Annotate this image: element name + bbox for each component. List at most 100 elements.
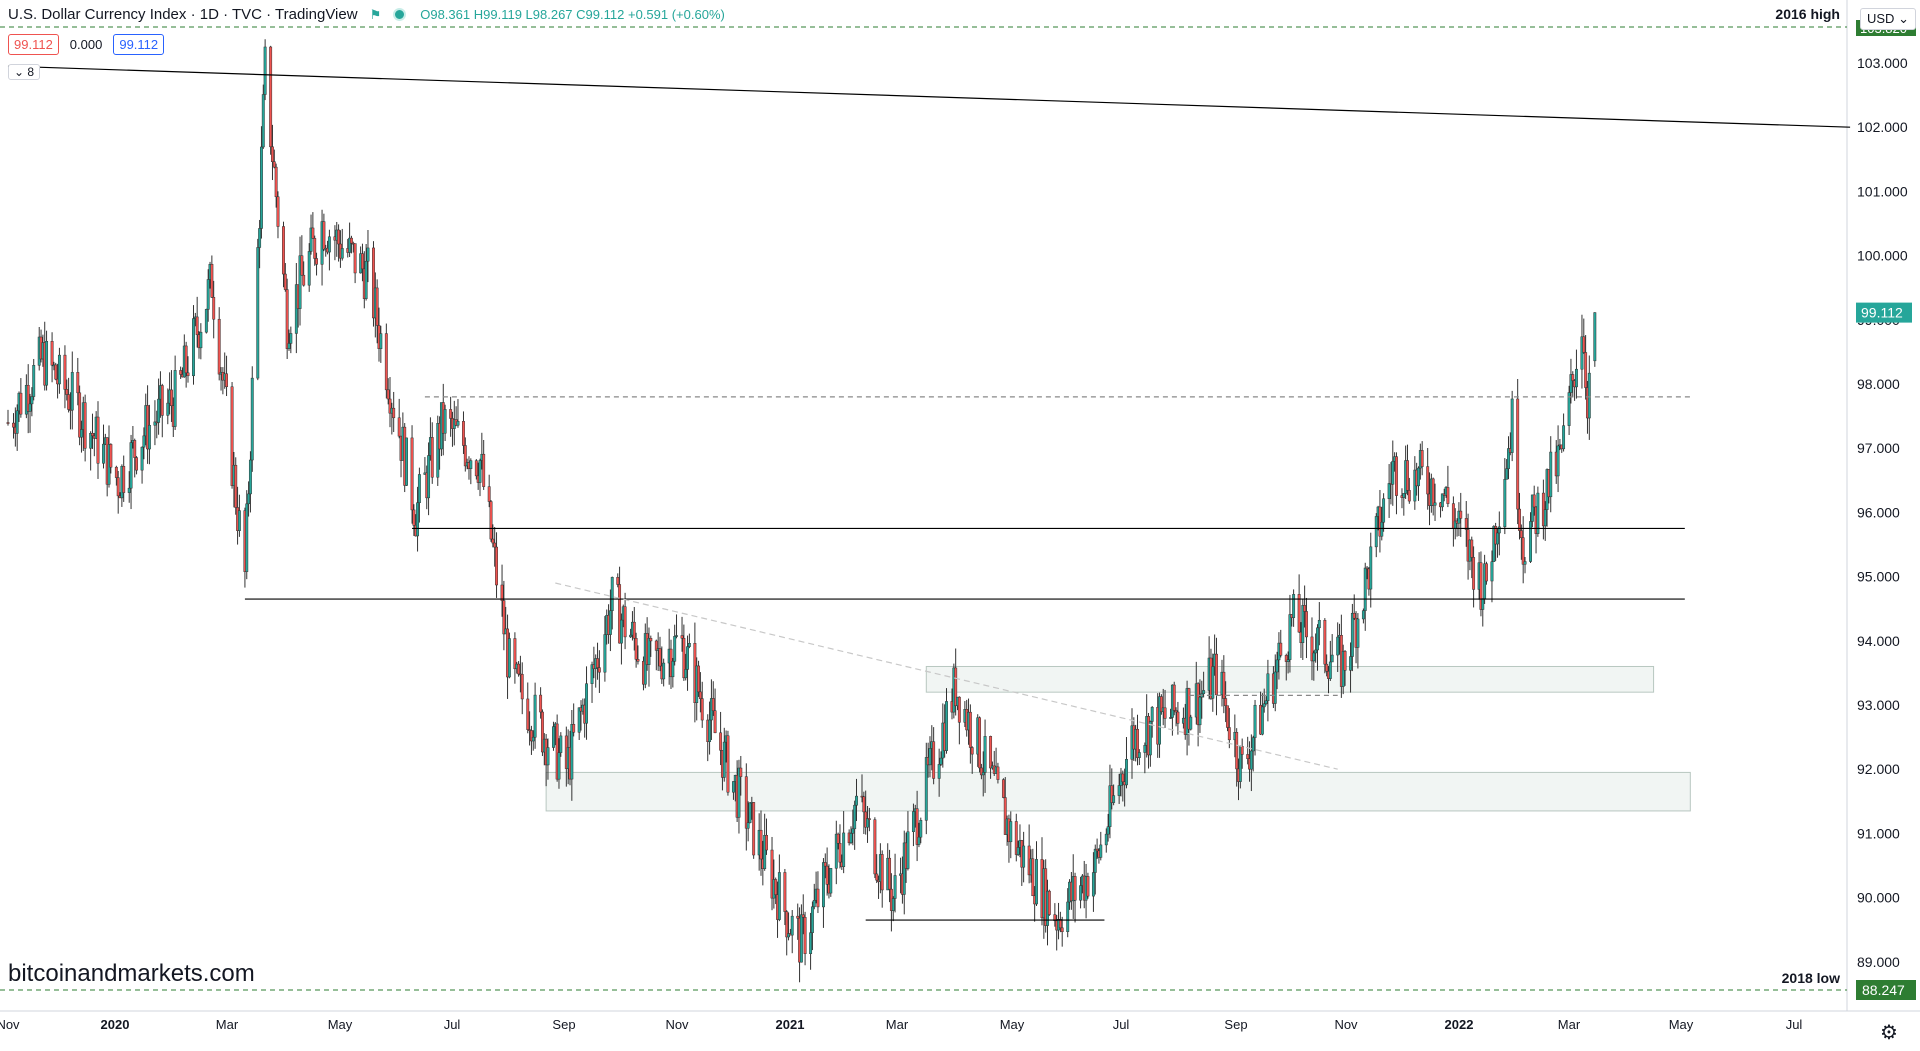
candle-body [763,834,767,869]
candle-body [28,403,32,412]
candle-body [160,385,164,416]
candle-body [1275,659,1279,673]
candle-body [1202,690,1206,694]
level-label-2016-high: 2016 high [1775,6,1840,22]
candle-body [250,377,254,461]
close-value: C99.112 [576,7,625,22]
candle-body [430,437,434,478]
candle-body [1580,336,1584,370]
candle-body [906,831,910,869]
candle-body [770,849,774,899]
currency-selector[interactable]: USD ⌄ [1860,8,1916,30]
candle-body [1022,845,1026,868]
x-tick-label: 2021 [776,1017,805,1032]
candle-body [234,464,238,508]
trade-chips: 99.112 0.000 99.112 [8,34,165,55]
candle-body [649,638,653,642]
chevron-down-icon: ⌄ [1898,11,1909,26]
candle-body [83,402,87,449]
candle-body [230,386,234,486]
candle-body [298,255,302,309]
candle-body [294,284,298,334]
candle-body [1536,492,1540,534]
buy-price-chip[interactable]: 99.112 [113,34,165,55]
candle-body [372,247,375,319]
candle-body [495,546,498,586]
candle-body [26,384,30,412]
flag-icon[interactable]: ⚑ [369,6,382,22]
candle-body [1125,759,1128,786]
candles [6,39,1597,983]
y-tick-label: 98.000 [1857,376,1900,392]
candle-body [1117,785,1121,796]
candle-body [1121,773,1125,782]
candle-body [520,674,524,700]
candle-body [546,747,550,766]
candle-body [500,584,504,601]
price-tag-2018-low [1856,980,1916,1000]
candle-body [248,459,252,495]
candle-body [917,836,921,845]
indicators-collapse-button[interactable]: ⌄ 8 [8,64,41,80]
candle-body [1215,653,1218,696]
candle-body [996,766,1000,780]
candle-body [1073,876,1077,901]
candle-body [1521,537,1525,565]
candle-body [801,914,805,918]
candle-body [577,707,581,733]
candle-body [274,166,278,198]
candle-body [774,879,778,895]
candle-body [1507,448,1510,469]
candle-body [618,584,622,644]
candle-body [1176,711,1180,724]
candle-body [302,274,306,286]
candle-body [1356,618,1360,648]
candle-body [1014,821,1018,855]
candle-body [528,729,532,731]
candle-body [983,736,987,773]
candle-body [572,724,576,733]
candle-body [225,373,229,388]
candle-body [1163,707,1167,719]
candle-body [1378,506,1382,537]
candle-body [708,719,712,742]
candle-body [1016,847,1020,855]
candle-body [366,247,370,262]
candle-body [533,694,537,738]
candle-body [1108,785,1112,827]
candle-body [1407,490,1411,502]
candle-body [623,606,627,638]
sell-price-chip[interactable]: 99.112 [8,34,59,55]
candle-body [1323,619,1327,665]
candle-body [680,635,684,639]
candle-body [590,664,594,684]
candle-body [603,634,607,673]
candle-body [417,474,421,503]
candle-body [1227,727,1231,741]
y-tick-label: 94.000 [1857,633,1900,649]
x-tick-label: Sep [1224,1017,1247,1032]
candle-body [379,333,383,349]
candle-body [263,46,267,95]
y-tick-label: 89.000 [1857,954,1900,970]
last-price-text: 99.112 [1861,305,1903,321]
candle-body [462,421,465,446]
candle-body [812,900,816,908]
candle-body [1253,704,1257,738]
candle-body [1464,518,1468,530]
candle-body [449,409,453,419]
candle-body [142,435,146,448]
candle-body [1246,754,1250,759]
candle-body [195,316,199,335]
x-tick-label: Mar [1558,1017,1581,1032]
candle-body [1446,487,1450,504]
candle-body [129,442,133,489]
symbol-title[interactable]: U.S. Dollar Currency Index · 1D · TVC · … [8,6,358,23]
candle-body [834,833,838,869]
candle-body [192,318,195,377]
gear-icon[interactable]: ⚙ [1880,1022,1898,1044]
candle-body [647,638,651,665]
candle-body [596,658,599,668]
